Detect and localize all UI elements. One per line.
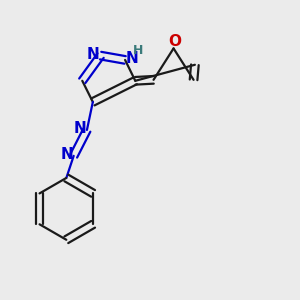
Text: N: N xyxy=(74,121,87,136)
Text: N: N xyxy=(61,147,74,162)
Text: N: N xyxy=(126,51,139,66)
Text: N: N xyxy=(87,47,100,62)
Text: H: H xyxy=(133,44,143,57)
Text: O: O xyxy=(169,34,182,50)
